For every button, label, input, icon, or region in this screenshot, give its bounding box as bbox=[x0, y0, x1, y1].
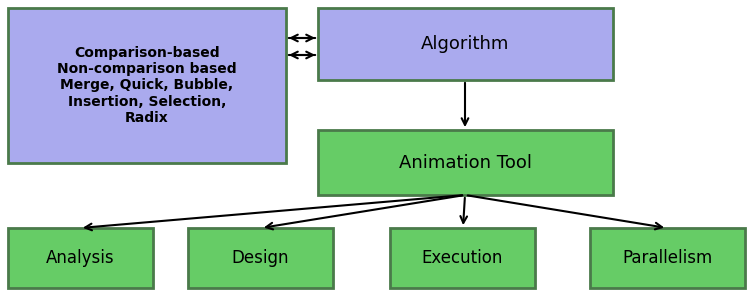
FancyBboxPatch shape bbox=[390, 228, 535, 288]
FancyBboxPatch shape bbox=[318, 130, 613, 195]
Text: Execution: Execution bbox=[422, 249, 503, 267]
Text: Animation Tool: Animation Tool bbox=[399, 154, 532, 171]
FancyBboxPatch shape bbox=[8, 8, 286, 163]
Text: Parallelism: Parallelism bbox=[622, 249, 713, 267]
Text: Analysis: Analysis bbox=[46, 249, 115, 267]
Text: Design: Design bbox=[232, 249, 289, 267]
FancyBboxPatch shape bbox=[318, 8, 613, 80]
FancyBboxPatch shape bbox=[590, 228, 745, 288]
Text: Algorithm: Algorithm bbox=[421, 35, 510, 53]
Text: Comparison-based
Non-comparison based
Merge, Quick, Bubble,
Insertion, Selection: Comparison-based Non-comparison based Me… bbox=[57, 46, 237, 125]
FancyBboxPatch shape bbox=[188, 228, 333, 288]
FancyBboxPatch shape bbox=[8, 228, 153, 288]
